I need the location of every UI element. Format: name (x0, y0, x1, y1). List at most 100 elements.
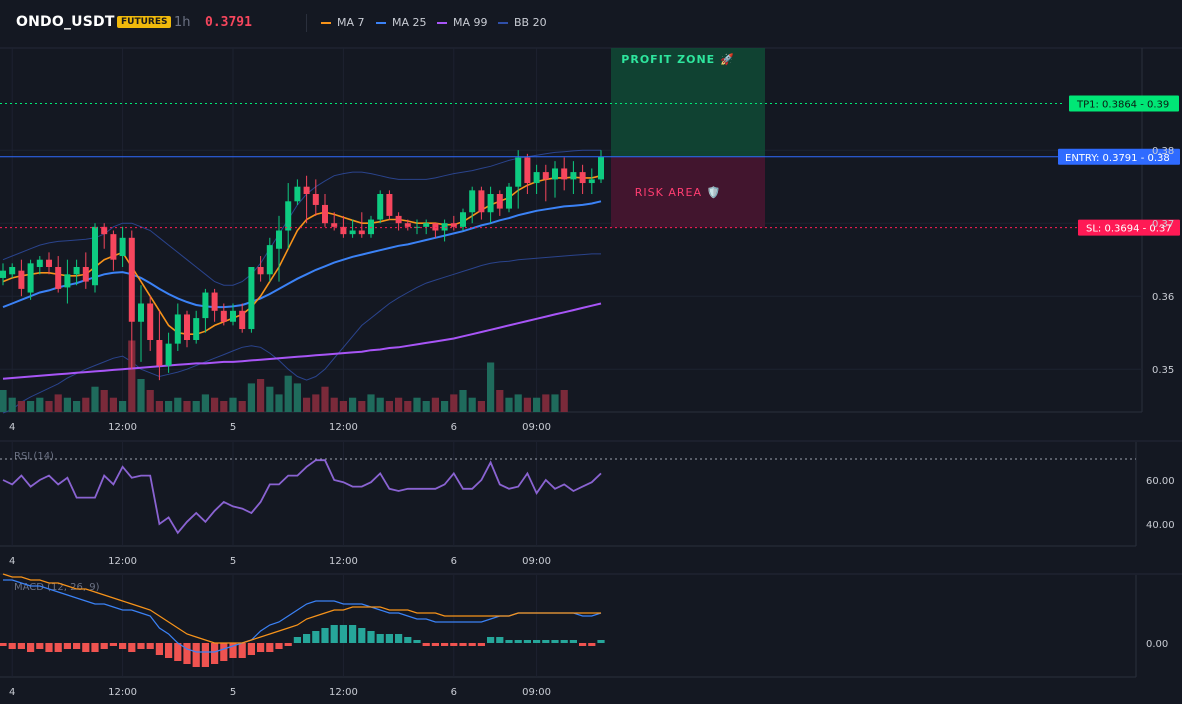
volume-bar (303, 397, 311, 412)
candle-body (598, 156, 604, 180)
volume-bar (395, 397, 403, 412)
macd-histogram-bar (349, 625, 357, 643)
macd-histogram-bar (321, 628, 329, 643)
risk-zone (611, 156, 765, 228)
x-tick-label: 5 (230, 687, 236, 698)
macd-histogram-bar (109, 643, 117, 646)
risk-area-label: RISK AREA 🛡️ (635, 186, 721, 199)
legend-ma7[interactable]: MA 7 (321, 16, 365, 29)
volume-bar (220, 401, 228, 412)
macd-histogram-bar (459, 643, 467, 646)
candle-body (46, 259, 52, 267)
volume-bar (376, 397, 384, 412)
macd-histogram-bar (238, 643, 246, 658)
candlesticks (0, 150, 604, 381)
volume-bar (73, 401, 81, 412)
volume-bar (17, 401, 25, 412)
trade-levels: TP1: 0.3864 - 0.39 ENTRY: 0.3791 - 0.38 … (0, 95, 1180, 236)
y-tick-label: 0.38 (1152, 146, 1174, 157)
x-tick-label: 12:00 (108, 556, 137, 567)
timeframe-label[interactable]: 1h (174, 15, 191, 30)
volume-bar (505, 397, 513, 412)
volume-bar (349, 397, 357, 412)
volume-bar (312, 394, 320, 412)
entry-tag[interactable] (1058, 148, 1180, 165)
header-divider (306, 14, 307, 32)
volume-bar (266, 386, 274, 412)
symbol-name[interactable]: ONDO_USDT (16, 14, 115, 30)
macd-histogram-bar (303, 634, 311, 643)
volume-bar (211, 397, 219, 412)
volume-bar (496, 390, 504, 412)
candle-body (239, 310, 246, 330)
volume-bar (183, 401, 191, 412)
legend-ma25-label: MA 25 (392, 16, 427, 29)
macd-histogram-bar (358, 628, 366, 643)
candle-body (303, 186, 310, 194)
candle-body (184, 314, 190, 340)
x-tick-label: 12:00 (329, 556, 358, 567)
legend-ma25[interactable]: MA 25 (376, 16, 427, 29)
macd-histogram-bar (27, 643, 35, 652)
volume-bar (441, 401, 449, 412)
candle-body (138, 303, 144, 322)
volume-bar (422, 401, 430, 412)
candle-body (220, 310, 227, 322)
x-tick-label: 09:00 (522, 422, 551, 433)
macd-histogram-bar (312, 631, 320, 643)
macd-histogram-bar (128, 643, 136, 652)
bollinger-bands (2, 149, 601, 414)
volume-bar (321, 386, 329, 412)
legend-ma99-swatch (437, 21, 447, 24)
x-tick-label: 6 (451, 556, 457, 567)
volume-bar (119, 401, 127, 412)
candle-body (561, 168, 568, 180)
sl-tag[interactable] (1078, 219, 1180, 236)
volume-bar (82, 397, 90, 412)
macd-histogram-bar (395, 634, 403, 643)
volume-bar (257, 379, 265, 412)
volume-bar (0, 390, 7, 412)
macd-histogram-bar (579, 643, 587, 646)
macd-histogram-bar (569, 640, 577, 643)
candle-body (432, 223, 439, 231)
legend-bb20-label: BB 20 (514, 16, 547, 29)
macd-histogram-bar (496, 637, 504, 643)
candle-body (55, 267, 62, 289)
ma99-line (2, 302, 602, 380)
macd-histogram-bar (542, 640, 550, 643)
volume-bar (514, 394, 522, 412)
macd-histogram-bar (201, 643, 209, 667)
macd-histogram-bar (36, 643, 44, 649)
candle-body (257, 267, 264, 275)
ma25-line (2, 200, 602, 309)
macd-histogram-bar (17, 643, 25, 649)
candle-body (248, 267, 255, 330)
macd-histogram-bar (487, 637, 495, 643)
legend-bb20-swatch (498, 21, 508, 24)
macd-histogram-bar (367, 631, 375, 643)
tp-tag[interactable] (1069, 95, 1179, 112)
macd-histogram-bar (422, 643, 430, 646)
x-tick-label: 09:00 (522, 687, 551, 698)
candle-body (533, 172, 540, 184)
candle-body (294, 186, 301, 202)
x-tick-label: 4 (9, 687, 15, 698)
legend-bb20[interactable]: BB 20 (498, 16, 547, 29)
x-tick-label: 5 (230, 422, 236, 433)
macd-histogram-bar (551, 640, 559, 643)
candle-body (92, 226, 98, 286)
legend-ma99[interactable]: MA 99 (437, 16, 488, 29)
macd-histogram-bar (404, 637, 412, 643)
candle-body (450, 223, 457, 227)
trade-zones: PROFIT ZONE 🚀 RISK AREA 🛡️ (611, 48, 765, 228)
volume-bar (27, 401, 35, 412)
legend-ma25-swatch (376, 21, 386, 24)
candle-body (82, 267, 89, 282)
candle-body (515, 157, 522, 187)
legend-ma99-label: MA 99 (453, 16, 488, 29)
macd-histogram-bar (192, 643, 200, 667)
candle-body (27, 263, 34, 293)
volume-bar (284, 375, 292, 412)
